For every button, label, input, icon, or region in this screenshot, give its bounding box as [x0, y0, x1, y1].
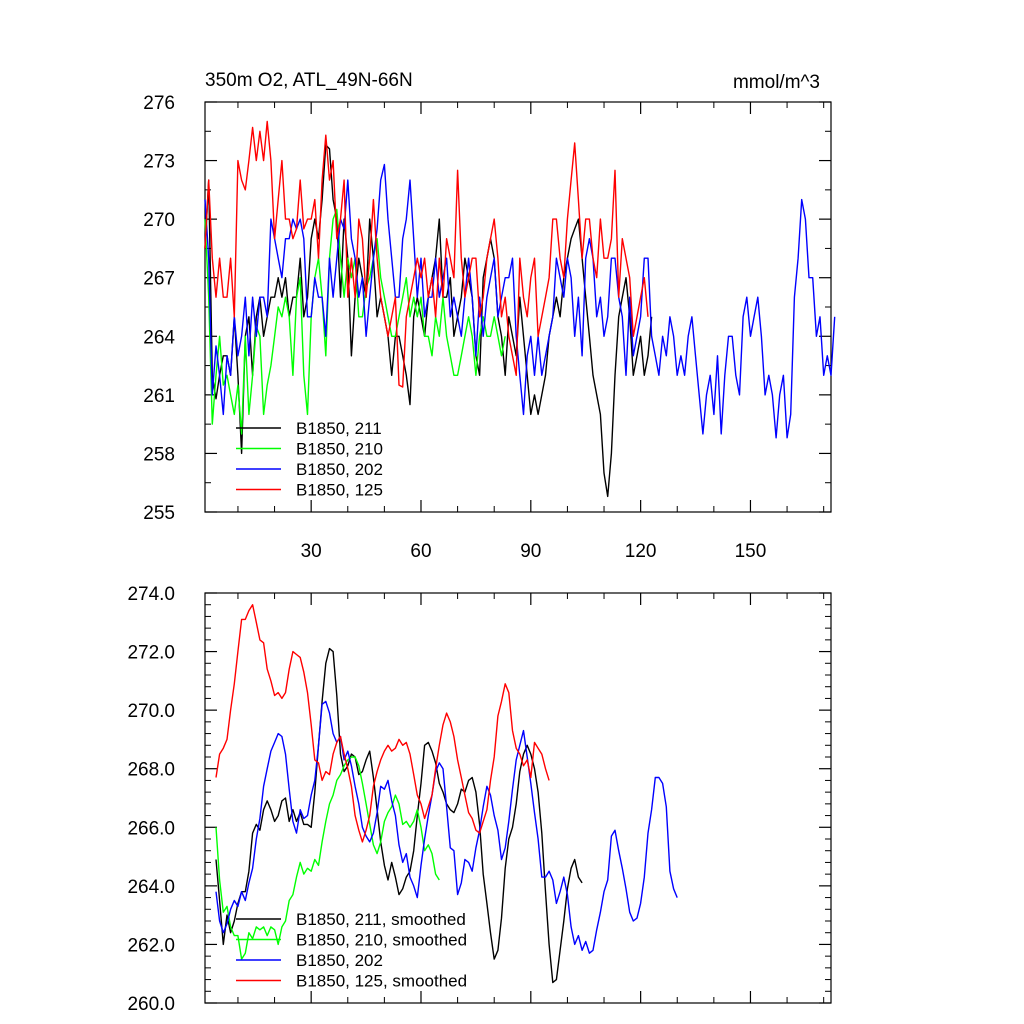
series-line: [204, 163, 836, 439]
bottom-panel-plot: 260.0 262.0 264.0 266.0 268.0 270.0 272.0 274.0…: [127, 584, 832, 1015]
x-tick-label: 150: [735, 541, 767, 562]
y-tick-label: 264.0: [127, 877, 175, 898]
y-tick-label: 262.0: [127, 935, 175, 956]
x-tick-label: 120: [625, 541, 657, 562]
y-tick-label: 255: [143, 503, 175, 524]
legend-label: B1850, 125: [296, 481, 383, 500]
y-tick-label: 270: [143, 210, 175, 231]
y-tick-label: 266.0: [127, 818, 175, 839]
legend-label: B1850, 202: [296, 951, 383, 970]
legend-label: B1850, 210: [296, 440, 383, 459]
legend-label: B1850, 210, smoothed: [296, 931, 467, 950]
series-line: [215, 756, 440, 960]
y-tick-label: 258: [143, 444, 175, 465]
series-line: [215, 647, 583, 984]
legend-label: B1850, 125, smoothed: [296, 972, 467, 991]
y-tick-label: 273: [143, 152, 175, 173]
series-line: [215, 604, 550, 843]
series-line: [204, 120, 649, 388]
y-tick-label: 264: [143, 327, 175, 348]
y-tick-label: 276: [143, 93, 175, 114]
y-tick-label: 272.0: [127, 643, 175, 664]
legend-label: B1850, 211: [296, 419, 382, 438]
x-tick-label: 60: [410, 541, 431, 562]
y-tick-label: 260.0: [127, 994, 175, 1015]
y-tick-label: 268.0: [127, 760, 175, 781]
y-tick-label: 270.0: [127, 701, 175, 722]
y-tick-label: 267: [143, 269, 175, 290]
top-panel-title: 350m O2, ATL_49N-66N: [205, 70, 413, 91]
legend-label: B1850, 211, smoothed: [296, 910, 466, 929]
x-tick-label: 30: [301, 541, 322, 562]
legend-label: B1850, 202: [296, 460, 383, 479]
series-line: [215, 700, 678, 954]
top-panel-plot: 30 60 90 120 150 255 258 261 264 267 270 273 276 B185…: [143, 93, 836, 562]
y-tick-label: 261: [143, 386, 175, 407]
x-tick-label: 90: [520, 541, 541, 562]
plot-frame: [204, 592, 832, 1004]
top-panel-units: mmol/m^3: [733, 72, 820, 93]
y-tick-label: 274.0: [127, 584, 175, 605]
